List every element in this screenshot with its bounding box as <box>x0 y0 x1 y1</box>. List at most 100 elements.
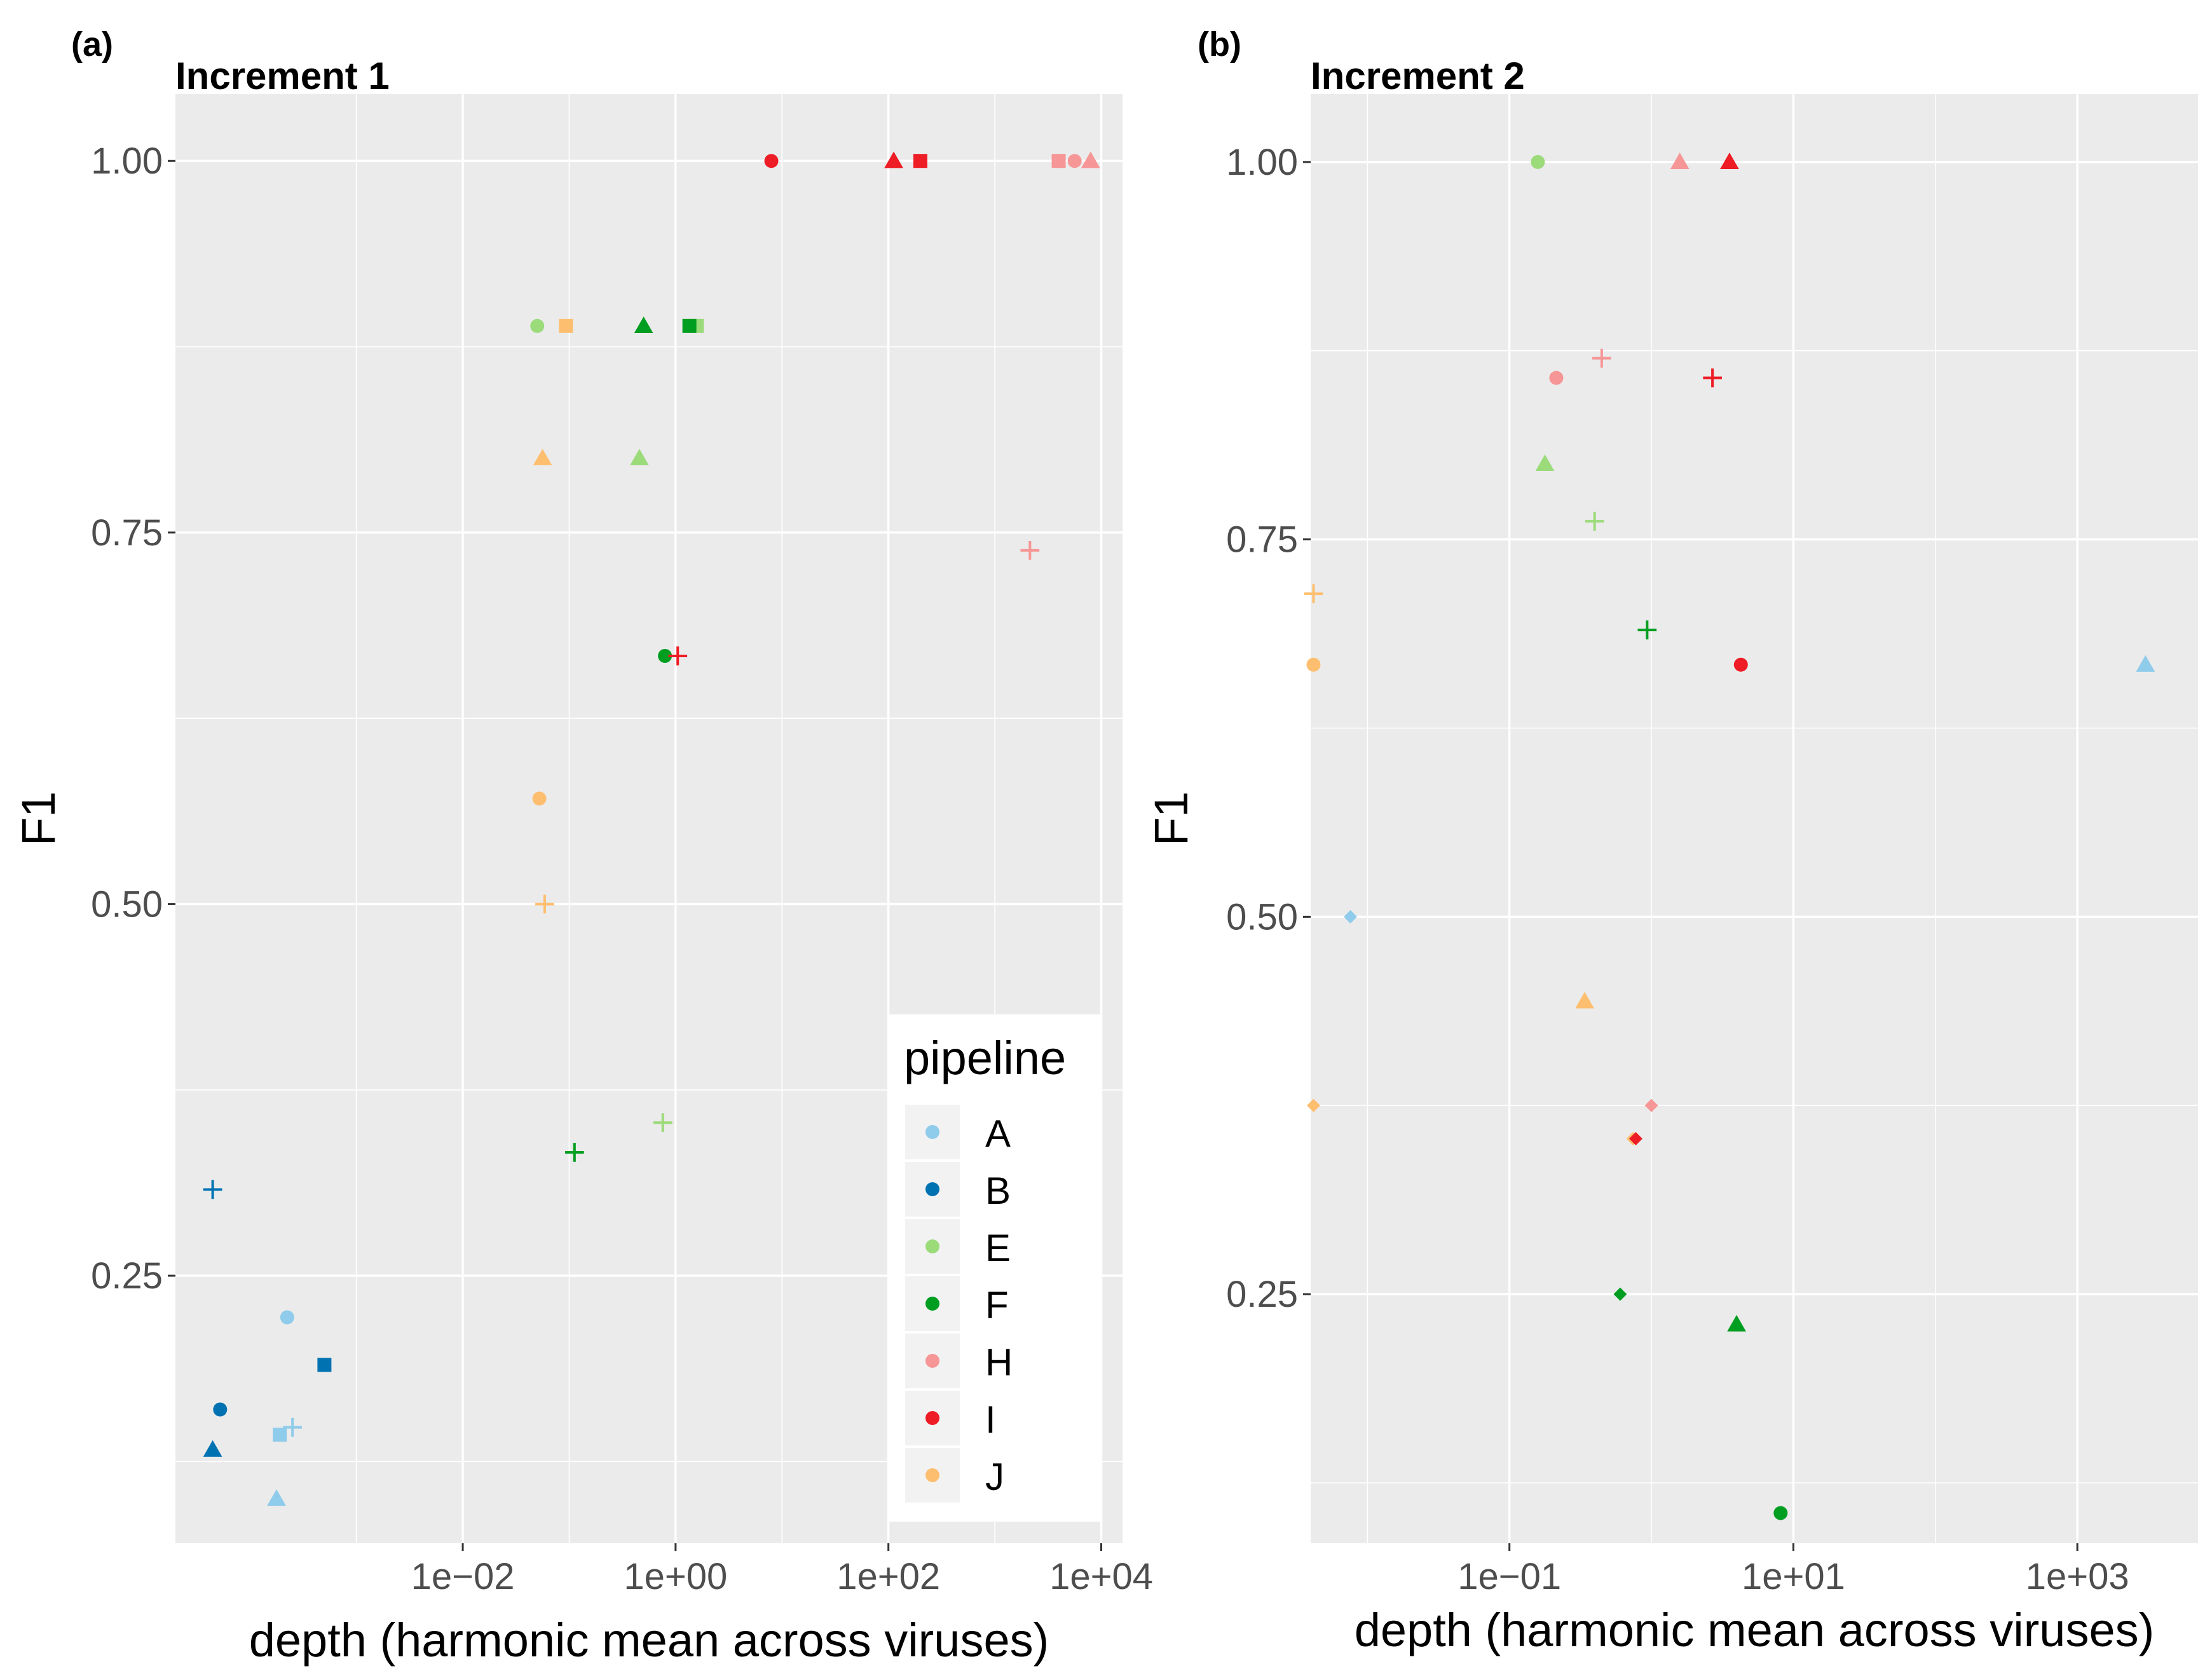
point-F-circle <box>658 648 672 663</box>
plot-b-grid <box>1311 94 2198 1543</box>
point-A-triangle <box>2136 655 2155 672</box>
panel-a-y-axis-title: F1 <box>12 791 65 846</box>
legend-label-J: J <box>985 1456 1004 1498</box>
point-I-plus <box>1703 368 1722 388</box>
point-I-circle <box>1733 657 1748 672</box>
plot-a-x-ticks: 1e−02 1e+00 1e+02 1e+04 <box>411 1543 1153 1597</box>
plot-a-grid <box>175 94 1123 1543</box>
point-J-plus <box>1304 584 1323 603</box>
point-B-triangle <box>203 1440 222 1457</box>
point-A-plus <box>283 1417 303 1437</box>
legend-swatch-F <box>925 1297 939 1311</box>
x-tick-label: 1e+01 <box>1742 1556 1845 1597</box>
legend-swatch-B <box>925 1182 939 1196</box>
point-I-triangle <box>1720 153 1739 170</box>
point-H-plus <box>1020 541 1040 560</box>
point-E-circle <box>1531 154 1545 169</box>
legend-label-H: H <box>985 1341 1013 1384</box>
point-A-triangle <box>267 1489 286 1506</box>
point-I-diamond <box>1629 1132 1642 1145</box>
x-tick-label: 1e−01 <box>1458 1556 1561 1597</box>
y-tick-label: 0.75 <box>1226 519 1298 561</box>
point-I-circle <box>764 154 779 168</box>
panel-a-x-axis-title: depth (harmonic mean across viruses) <box>249 1614 1049 1667</box>
panel-a: (a) Increment 1 0.250.500.751.00 1e−02 1e… <box>12 25 1153 1667</box>
legend-label-I: I <box>985 1398 996 1441</box>
legend-label-E: E <box>985 1227 1011 1269</box>
y-tick-label: 0.50 <box>91 883 163 925</box>
point-H-plus <box>1592 348 1611 368</box>
panel-b-tag: (b) <box>1198 25 1241 64</box>
panel-b: (b) Increment 2 0.250.500.751.00 1e−01 1e… <box>1145 25 2198 1656</box>
panel-b-x-axis-title: depth (harmonic mean across viruses) <box>1355 1604 2155 1656</box>
plot-b-x-ticks: 1e−01 1e+01 1e+03 <box>1458 1543 2129 1597</box>
y-tick-label: 0.25 <box>91 1255 163 1297</box>
legend-swatch-H <box>925 1354 939 1368</box>
legend-label-F: F <box>985 1284 1009 1327</box>
plot-b-points <box>1304 153 2155 1520</box>
x-tick-label: 1e−02 <box>411 1556 515 1597</box>
legend-swatch-A <box>925 1125 939 1139</box>
point-J-square <box>559 318 573 333</box>
panel-a-title: Increment 1 <box>175 55 390 97</box>
legend-swatch-J <box>925 1468 939 1482</box>
point-E-circle <box>530 318 545 333</box>
point-B-plus <box>203 1180 222 1199</box>
legend-swatch-I <box>925 1411 939 1425</box>
point-E-triangle <box>1535 454 1555 472</box>
legend-swatch-E <box>925 1239 939 1253</box>
point-I-triangle <box>884 151 903 168</box>
point-J-circle <box>532 791 547 806</box>
point-F-triangle <box>634 316 653 333</box>
plot-b-y-ticks: 0.25 0.50 0.75 1.00 <box>1226 142 1311 1315</box>
point-A-square <box>273 1428 287 1442</box>
x-tick-label: 1e+00 <box>624 1556 727 1597</box>
point-I-square <box>913 154 927 168</box>
point-F-plus <box>564 1143 584 1162</box>
point-H-triangle <box>1670 153 1690 170</box>
x-tick-label: 1e+04 <box>1049 1556 1153 1597</box>
point-H-square <box>1051 154 1066 168</box>
point-A-circle <box>280 1310 294 1325</box>
y-tick-label: 1.00 <box>91 140 163 182</box>
y-tick-label: 0.25 <box>1226 1274 1298 1315</box>
point-A-diamond <box>1344 910 1357 924</box>
point-F-square <box>682 318 697 333</box>
point-F-triangle <box>1727 1314 1746 1332</box>
legend-title: pipeline <box>904 1032 1066 1084</box>
point-J-circle <box>1306 657 1321 672</box>
point-J-triangle <box>533 449 552 466</box>
point-E-plus <box>653 1113 672 1133</box>
point-B-square <box>317 1358 332 1372</box>
point-F-plus <box>1637 620 1657 639</box>
legend-label-B: B <box>985 1170 1011 1212</box>
point-F-diamond <box>1613 1287 1627 1301</box>
legend-label-A: A <box>985 1112 1011 1155</box>
y-tick-label: 0.50 <box>1226 896 1298 938</box>
y-tick-label: 0.75 <box>91 512 163 554</box>
point-H-circle <box>1067 154 1082 168</box>
point-E-triangle <box>630 449 649 466</box>
point-H-circle <box>1549 371 1564 385</box>
panel-a-tag: (a) <box>71 25 113 64</box>
point-B-circle <box>213 1402 228 1417</box>
point-I-plus <box>668 646 688 665</box>
point-E-plus <box>1585 512 1604 531</box>
point-F-circle <box>1773 1506 1788 1520</box>
y-tick-label: 1.00 <box>1226 142 1298 183</box>
plot-b-background <box>1311 94 2198 1543</box>
point-J-plus <box>535 894 554 914</box>
plot-a-y-ticks: 0.25 0.50 0.75 1.00 <box>91 140 175 1297</box>
point-H-diamond <box>1644 1098 1658 1112</box>
panel-b-title: Increment 2 <box>1311 55 1525 97</box>
plot-a-points <box>203 151 1100 1506</box>
x-tick-label: 1e+03 <box>2026 1556 2129 1597</box>
point-J-triangle <box>1575 992 1594 1009</box>
point-J-diamond <box>1307 1098 1320 1112</box>
panel-b-y-axis-title: F1 <box>1145 791 1198 846</box>
point-H-triangle <box>1081 151 1100 168</box>
x-tick-label: 1e+02 <box>836 1556 940 1597</box>
